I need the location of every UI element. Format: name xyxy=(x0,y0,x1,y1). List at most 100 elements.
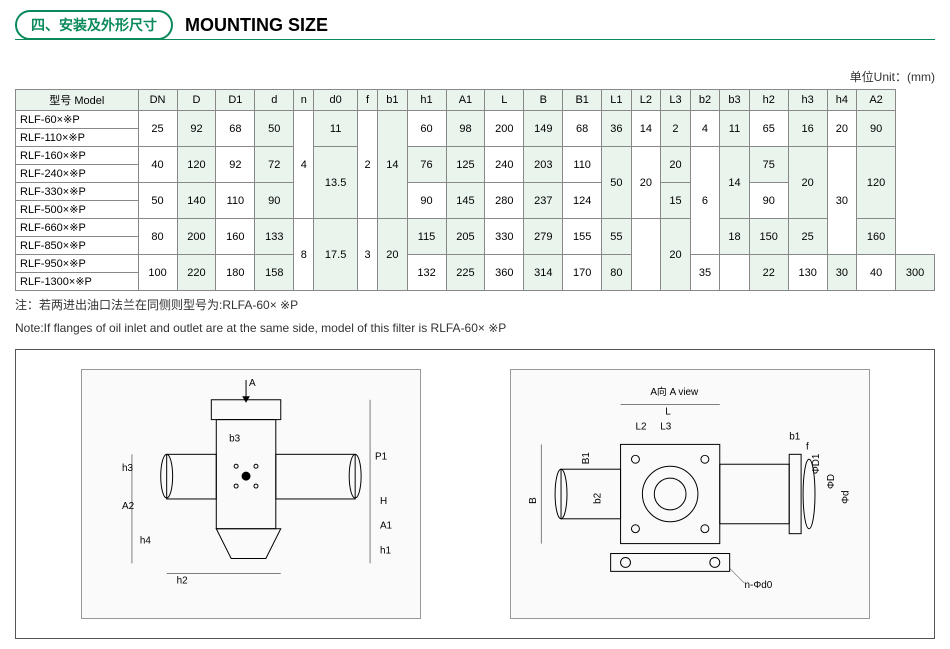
col-sd: d xyxy=(255,90,294,111)
cell: 220 xyxy=(177,255,216,291)
cell: 68 xyxy=(563,111,602,147)
cell: 2 xyxy=(661,111,691,147)
cell: 75 xyxy=(749,147,788,183)
cell: 18 xyxy=(720,219,750,255)
col-l: L xyxy=(485,90,524,111)
cell: 92 xyxy=(216,147,255,183)
cell: 279 xyxy=(524,219,563,255)
cell-model: RLF-240×※P xyxy=(16,165,139,183)
cell: 20 xyxy=(631,147,661,219)
cell: 300 xyxy=(896,255,935,291)
section-header: 四、安装及外形尺寸 MOUNTING SIZE xyxy=(15,10,935,40)
cell: 125 xyxy=(446,147,485,183)
cell: 30 xyxy=(827,255,857,291)
dim-label: f xyxy=(806,441,809,452)
cell: 4 xyxy=(294,111,314,219)
cell: 14 xyxy=(720,147,750,219)
cell: 50 xyxy=(602,147,632,219)
cell: 115 xyxy=(407,219,446,255)
cell: 158 xyxy=(255,255,294,291)
cell: 133 xyxy=(255,219,294,255)
dim-label: b3 xyxy=(229,433,241,444)
table-row: RLF-60×※P 25 92 68 50 4 11 2 14 60 98 20… xyxy=(16,111,935,129)
cell-model: RLF-330×※P xyxy=(16,183,139,201)
cell: 14 xyxy=(631,111,661,147)
dim-label: A xyxy=(249,377,256,388)
unit-label: 单位Unit：(mm) xyxy=(15,68,935,85)
cell: 16 xyxy=(788,111,827,147)
cell: 68 xyxy=(216,111,255,147)
cell: 124 xyxy=(563,183,602,219)
table-row: RLF-950×※P 100 220 180 158 132 225 360 3… xyxy=(16,255,935,273)
col-l2: L2 xyxy=(631,90,661,111)
cell: 35 xyxy=(690,255,720,291)
cell: 13.5 xyxy=(314,147,358,219)
dim-label: L3 xyxy=(660,421,672,432)
cell: 180 xyxy=(216,255,255,291)
cell: 4 xyxy=(690,111,720,147)
cell: 330 xyxy=(485,219,524,255)
dim-label: ΦD xyxy=(825,474,836,489)
cell: 205 xyxy=(446,219,485,255)
dim-label: n-Φd0 xyxy=(744,580,772,591)
cell: 36 xyxy=(602,111,632,147)
cell: 90 xyxy=(857,111,896,147)
cell: 110 xyxy=(216,183,255,219)
dim-label: L2 xyxy=(635,421,647,432)
col-b1: b1 xyxy=(378,90,408,111)
cell: 20 xyxy=(827,111,857,147)
dim-label: h4 xyxy=(139,535,151,546)
cell: 14 xyxy=(378,111,408,219)
cell: 20 xyxy=(378,219,408,291)
cell: 2 xyxy=(357,111,377,219)
cell: 360 xyxy=(485,255,524,291)
drawing-frame: A b3 P1 H A1 h1 h3 A2 h4 h2 xyxy=(15,349,935,639)
col-l1: L1 xyxy=(602,90,632,111)
col-b2: b2 xyxy=(690,90,720,111)
col-d1: D1 xyxy=(216,90,255,111)
cell: 92 xyxy=(177,111,216,147)
col-h4: h4 xyxy=(827,90,857,111)
dim-label: H xyxy=(379,496,386,507)
col-b: B xyxy=(524,90,563,111)
table-header-row: 型号 Model DN D D1 d n d0 f b1 h1 A1 L B B… xyxy=(16,90,935,111)
cell: 20 xyxy=(661,147,691,183)
cell: 90 xyxy=(255,183,294,219)
mounting-size-table: 型号 Model DN D D1 d n d0 f b1 h1 A1 L B B… xyxy=(15,89,935,291)
cell: 65 xyxy=(749,111,788,147)
col-f: f xyxy=(357,90,377,111)
col-model: 型号 Model xyxy=(16,90,139,111)
col-a2: A2 xyxy=(857,90,896,111)
dim-label: ΦD1 xyxy=(810,453,821,474)
dim-label: L xyxy=(665,406,671,417)
cell: 149 xyxy=(524,111,563,147)
dim-label: Φd xyxy=(840,490,851,503)
cell: 60 xyxy=(407,111,446,147)
note-zh: 注：若两进出油口法兰在同侧则型号为:RLFA-60× ※P xyxy=(15,297,935,314)
cell: 132 xyxy=(407,255,446,291)
cell-model: RLF-1300×※P xyxy=(16,273,139,291)
cell: 90 xyxy=(749,183,788,219)
table-row: RLF-660×※P 80 200 160 133 8 17.5 3 20 11… xyxy=(16,219,935,237)
cell: 25 xyxy=(138,111,177,147)
col-d0: d0 xyxy=(314,90,358,111)
cell: 20 xyxy=(788,147,827,219)
cell: 50 xyxy=(255,111,294,147)
col-l3: L3 xyxy=(661,90,691,111)
cell: 80 xyxy=(602,255,632,291)
table-row: RLF-160×※P 40 120 92 72 13.5 76 125 240 … xyxy=(16,147,935,165)
cell: 200 xyxy=(485,111,524,147)
top-view-drawing: A向 A view L L2 L3 b1 f B1 b2 B ΦD1 ΦD Φd… xyxy=(510,369,870,619)
col-h1: h1 xyxy=(407,90,446,111)
cell: 160 xyxy=(857,219,896,255)
cell: 11 xyxy=(720,111,750,147)
cell: 20 xyxy=(661,219,691,291)
cell: 17.5 xyxy=(314,219,358,291)
cell: 8 xyxy=(294,219,314,291)
cell: 140 xyxy=(177,183,216,219)
cell: 15 xyxy=(661,183,691,219)
cell: 145 xyxy=(446,183,485,219)
cell: 76 xyxy=(407,147,446,183)
col-a1: A1 xyxy=(446,90,485,111)
cell: 120 xyxy=(857,147,896,219)
